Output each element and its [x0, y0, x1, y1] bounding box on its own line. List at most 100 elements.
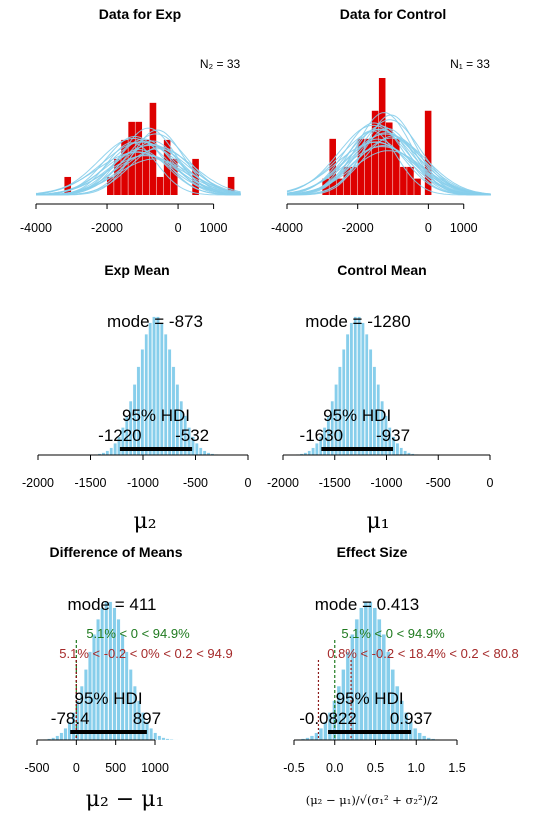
histogram-bar — [350, 166, 358, 195]
x-tick-label: 0 — [487, 476, 494, 490]
predictive-curve — [286, 112, 491, 196]
histogram-bar — [385, 122, 393, 195]
axis-label: (μ₂ − μ₁)/√(σ₁² + σ₂²)/2 — [306, 793, 439, 807]
rope-label: 0.8% < -0.2 < 18.4% < 0.2 < 80.8 — [327, 646, 519, 661]
posterior-bar — [108, 601, 113, 741]
posterior-bar — [169, 739, 174, 741]
x-tick-label: 0 — [73, 761, 80, 775]
posterior-bar — [363, 601, 368, 741]
hdi-label: 95% HDI — [75, 689, 143, 708]
posterior-bar — [157, 735, 162, 741]
histogram-bar — [336, 178, 344, 195]
x-tick-label: 0.5 — [367, 761, 384, 775]
predictive-curve — [286, 129, 491, 195]
posterior-bar — [165, 738, 170, 741]
posterior-bar — [399, 447, 403, 456]
hdi-label: 95% HDI — [122, 406, 190, 425]
posterior-bar — [395, 443, 400, 456]
x-tick-label: 0.0 — [326, 761, 343, 775]
histogram-bar — [407, 166, 414, 195]
panel-effect-size: Effect Size mode = 0.413 5.1% < 0 < 94.9… — [283, 544, 519, 807]
predictive-curve — [36, 143, 241, 196]
posterior-bar — [195, 443, 199, 456]
x-tick-label: -4000 — [271, 221, 303, 235]
comparison-label: 5.1% < 0 < 94.9% — [341, 626, 445, 641]
posterior-bar — [368, 349, 373, 456]
hdi-lower-value: -1630 — [300, 426, 343, 445]
panel-title: Difference of Means — [49, 544, 182, 560]
predictive-curve — [287, 135, 491, 196]
hdi-upper-value: 897 — [133, 709, 161, 728]
posterior-bar — [353, 316, 357, 456]
mode-label: mode = 0.413 — [315, 595, 419, 614]
x-tick-label: -1000 — [371, 476, 403, 490]
x-tick-label: 1000 — [200, 221, 228, 235]
histogram-bar — [163, 139, 171, 195]
panel-exp-mean: Exp Mean mode = -873 95% HDI-1220 -532 -20… — [22, 262, 252, 534]
hdi-label: 95% HDI — [336, 689, 404, 708]
posterior-bar — [202, 450, 207, 456]
histogram-bar — [393, 138, 400, 195]
posterior-bar — [148, 322, 152, 456]
panel-title: Effect Size — [337, 544, 408, 560]
posterior-bar — [163, 334, 168, 456]
predictive-curve — [286, 132, 491, 196]
panel-title: Exp Mean — [104, 262, 169, 278]
predictive-curve — [35, 151, 241, 196]
histogram-bar — [329, 138, 336, 195]
posterior-bar — [55, 735, 60, 741]
histogram-bar — [192, 158, 199, 195]
panel-control-mean: Control Mean mode = -1280 95% HDI-1630 -9… — [267, 262, 494, 534]
posterior-bar — [161, 737, 166, 741]
posterior-bar — [307, 450, 311, 456]
x-tick-label: 1.0 — [408, 761, 425, 775]
hdi-upper-value: -937 — [376, 426, 410, 445]
predictive-curve — [286, 119, 491, 196]
posterior-bar — [314, 732, 319, 741]
x-tick-label: 1000 — [450, 221, 478, 235]
posterior-bar — [349, 322, 354, 456]
hdi-lower-value: -78.4 — [51, 709, 90, 728]
posterior-bar — [160, 322, 164, 456]
x-tick-label: 0 — [245, 476, 252, 490]
x-tick-label: 1.5 — [448, 761, 465, 775]
mode-label: mode = 411 — [67, 595, 156, 614]
histogram-bar — [227, 176, 235, 195]
hdi-upper-value: -532 — [175, 426, 209, 445]
x-tick-label: -2000 — [342, 221, 374, 235]
hdi-upper-value: 0.937 — [390, 709, 433, 728]
histogram-bar — [424, 110, 432, 195]
x-tick-label: -2000 — [91, 221, 123, 235]
posterior-bar — [109, 447, 113, 456]
panel-title: Data for Control — [340, 6, 447, 22]
panel-title: Data for Exp — [99, 6, 181, 22]
histogram-bar — [414, 178, 421, 195]
x-tick-label: -500 — [24, 761, 49, 775]
posterior-bar — [417, 732, 422, 741]
x-tick-label: -1500 — [75, 476, 107, 490]
histogram-bar — [121, 139, 128, 195]
x-tick-label: 0 — [425, 221, 432, 235]
panel-data-control: Data for Control N₁ = 33 -4000 -2000 0 1000 — [271, 6, 491, 235]
posterior-bar — [149, 728, 154, 741]
histogram-bar — [357, 138, 365, 195]
hdi-label: 95% HDI — [323, 406, 391, 425]
mode-label: mode = -873 — [107, 312, 203, 331]
panel-difference-of-means: Difference of Means mode = 411 5.1% < 0 … — [24, 544, 232, 812]
posterior-bar — [198, 447, 203, 456]
predictive-curve — [35, 141, 241, 195]
axis-label: μ₂ — [133, 509, 156, 534]
posterior-bar — [104, 601, 109, 741]
posterior-bar — [365, 334, 369, 456]
histogram-bar — [400, 166, 407, 195]
posterior-bar — [105, 450, 110, 456]
comparison-label: 5.1% < 0 < 94.9% — [86, 626, 190, 641]
histogram-bar — [142, 139, 150, 195]
x-tick-label: -1000 — [127, 476, 159, 490]
histogram-bar — [156, 176, 164, 195]
posterior-bar — [368, 601, 373, 741]
predictive-curve — [286, 141, 491, 196]
predictive-curve — [286, 138, 491, 196]
posterior-bar — [59, 732, 64, 741]
